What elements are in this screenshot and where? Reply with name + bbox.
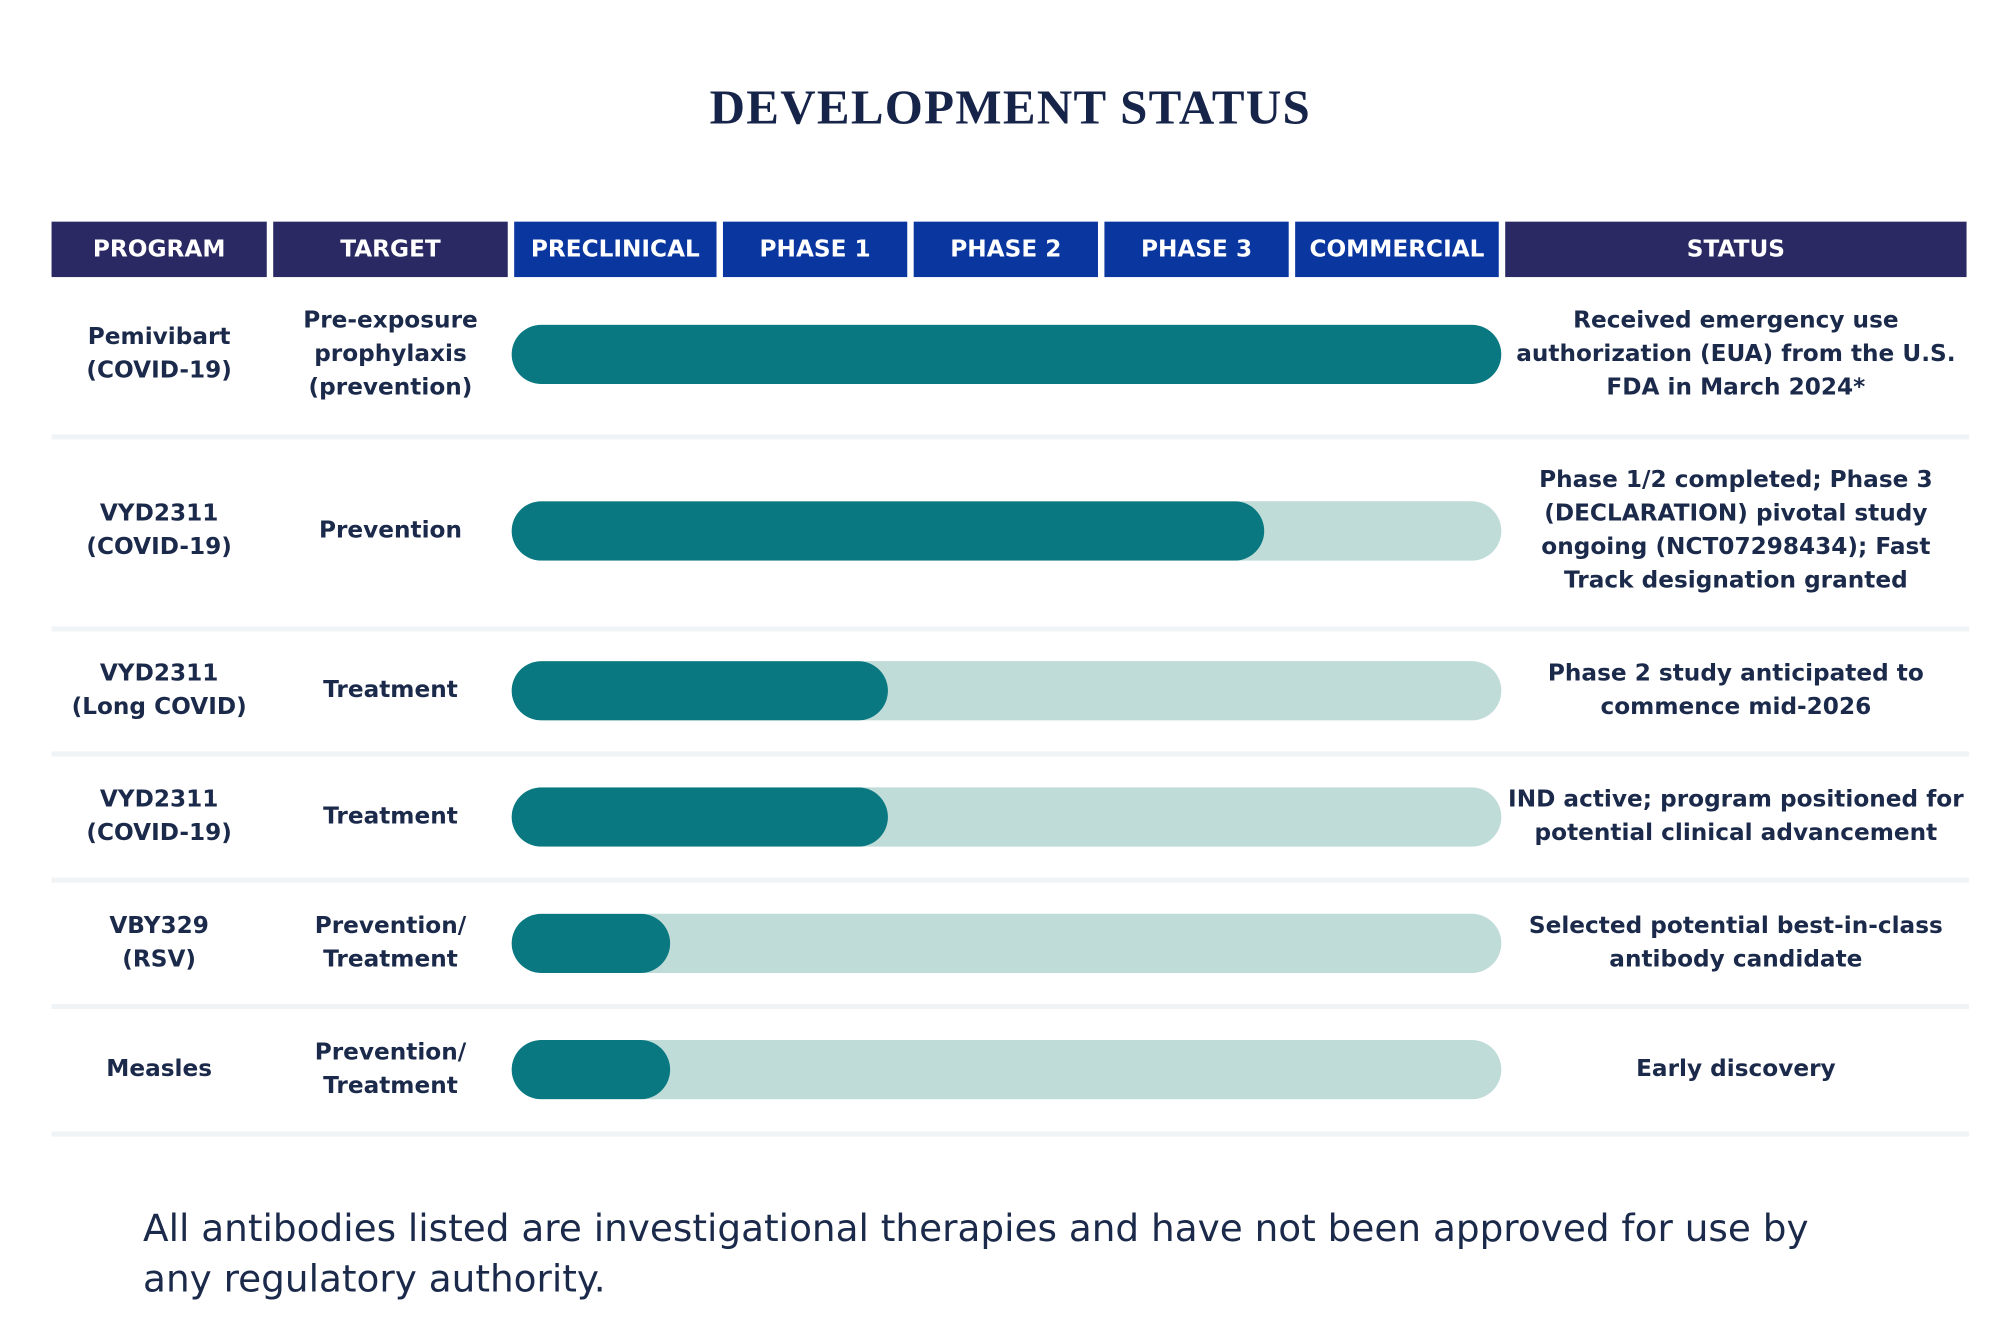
header-cell: PHASE 1 <box>722 221 908 278</box>
program-name: VYD2311 (COVID-19) <box>86 786 232 847</box>
program-name: VYD2311 (Long COVID) <box>71 659 247 721</box>
target: Prevention/ Treatment <box>314 912 467 973</box>
program-name: VBY329 (RSV) <box>109 912 209 973</box>
program-name: Pemivibart (COVID-19) <box>86 323 232 385</box>
row-separator <box>51 751 1970 757</box>
row-separator <box>51 626 1970 632</box>
progress-track <box>511 324 1502 385</box>
progress-bar <box>511 661 888 721</box>
progress-bar <box>511 787 888 847</box>
header-cell: PHASE 3 <box>1104 221 1289 278</box>
row-separator <box>51 877 1970 883</box>
header-cell: PRECLINICAL <box>514 221 717 278</box>
status: Selected potential best-in-class antibod… <box>1528 912 1943 973</box>
header-cell: STATUS <box>1505 221 1967 278</box>
header-cell: COMMERCIAL <box>1295 221 1499 278</box>
progress-track <box>511 787 1502 847</box>
status: Phase 1/2 completed; Phase 3 (DECLARATIO… <box>1539 466 1933 595</box>
header-cell: TARGET <box>273 221 508 278</box>
target: Treatment <box>323 802 458 830</box>
status: IND active; program positioned for poten… <box>1508 786 1964 847</box>
progress-bar <box>511 1039 670 1100</box>
target: Pre-exposure prophylaxis (prevention) <box>303 306 478 401</box>
program-name: Measles <box>106 1055 213 1083</box>
target: Prevention <box>318 516 462 544</box>
target: Treatment <box>323 676 458 704</box>
target: Prevention/ Treatment <box>314 1038 467 1100</box>
title: DEVELOPMENT STATUS <box>709 81 1312 136</box>
row-separator <box>51 1003 1970 1010</box>
progress-bar <box>511 324 1502 385</box>
progress-bar <box>511 913 670 973</box>
row-separator <box>51 1131 1970 1137</box>
status: Received emergency use authorization (EU… <box>1516 306 1956 401</box>
progress-track <box>511 913 1502 973</box>
footnote: All antibodies listed are investigationa… <box>143 1206 1809 1301</box>
progress-bar <box>511 501 1264 561</box>
progress-track <box>511 501 1502 561</box>
program-name: VYD2311 (COVID-19) <box>86 500 232 561</box>
row-separator <box>51 434 1970 440</box>
header-cell: PHASE 2 <box>913 221 1098 278</box>
progress-track <box>511 1039 1502 1100</box>
header-cell: PROGRAM <box>51 221 267 278</box>
progress-track <box>511 661 1502 721</box>
status: Early discovery <box>1636 1055 1836 1083</box>
status: Phase 2 study anticipated to commence mi… <box>1547 659 1924 721</box>
